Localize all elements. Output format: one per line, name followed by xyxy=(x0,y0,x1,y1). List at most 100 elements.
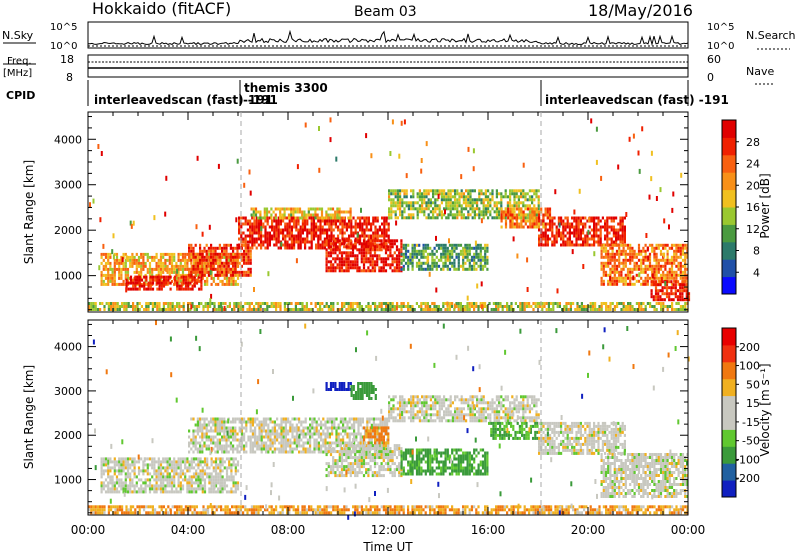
range-gate-cell xyxy=(513,225,516,229)
range-gate-cell xyxy=(264,234,267,238)
range-gate-cell xyxy=(317,240,320,244)
range-gate-cell xyxy=(199,426,202,430)
range-gate-cell xyxy=(462,264,465,268)
range-gate-cell xyxy=(384,242,388,246)
range-gate-cell xyxy=(582,237,585,241)
range-gate-cell xyxy=(265,210,269,214)
range-gate-cell xyxy=(115,267,119,271)
range-gate-cell xyxy=(196,423,199,427)
range-gate-cell xyxy=(247,243,250,247)
range-gate-cell xyxy=(180,287,183,291)
range-gate-cell xyxy=(584,222,587,226)
range-gate-cell xyxy=(221,481,224,485)
range-gate-cell xyxy=(242,240,245,244)
range-gate-cell xyxy=(261,302,264,305)
range-gate-cell xyxy=(622,276,625,280)
range-gate-cell xyxy=(208,472,211,476)
range-gate-cell xyxy=(349,308,352,311)
range-gate-cell xyxy=(201,466,204,470)
range-gate-cell xyxy=(325,251,328,255)
range-gate-cell xyxy=(157,273,160,277)
range-gate-cell xyxy=(411,252,414,256)
range-gate-cell xyxy=(564,240,567,244)
range-gate-cell xyxy=(100,261,103,265)
range-gate-cell xyxy=(334,248,337,252)
range-gate-cell xyxy=(599,228,602,232)
range-gate-cell xyxy=(651,264,654,268)
range-gate-cell xyxy=(454,207,457,211)
range-gate-cell xyxy=(615,258,619,262)
range-gate-cell xyxy=(568,240,571,244)
range-gate-cell xyxy=(666,308,669,311)
range-gate-cell xyxy=(170,475,174,479)
range-gate-cell xyxy=(173,252,176,256)
range-gate-cell xyxy=(219,457,222,461)
range-gate-cell xyxy=(323,216,326,220)
range-gate-cell xyxy=(194,273,197,277)
range-gate-cell xyxy=(553,240,556,244)
range-gate-cell xyxy=(569,305,572,308)
range-gate-cell xyxy=(170,490,174,494)
range-gate-cell xyxy=(456,198,459,202)
range-gate-cell xyxy=(504,189,507,193)
range-gate-cell xyxy=(175,490,178,494)
range-gate-cell xyxy=(495,213,498,217)
range-gate-cell xyxy=(206,282,209,286)
range-gate-cell xyxy=(240,243,243,247)
range-gate-cell xyxy=(665,295,669,299)
range-gate-cell xyxy=(146,252,149,256)
range-gate-cell xyxy=(458,213,461,217)
range-gate-cell xyxy=(359,225,362,229)
range-gate-cell xyxy=(310,308,313,311)
range-gate-cell xyxy=(612,240,615,244)
range-gate-cell xyxy=(243,252,246,256)
range-gate-cell xyxy=(451,264,454,268)
range-gate-cell xyxy=(579,234,582,238)
range-gate-cell xyxy=(378,305,381,308)
range-gate-cell xyxy=(391,269,394,273)
range-gate-cell xyxy=(662,243,665,247)
range-gate-cell xyxy=(413,308,416,311)
range-gate-cell xyxy=(155,478,158,482)
range-gate-cell xyxy=(220,302,223,305)
range-gate-cell xyxy=(250,302,253,305)
range-gate-cell xyxy=(320,210,324,214)
range-gate-cell xyxy=(257,225,260,229)
range-gate-cell xyxy=(301,222,304,226)
range-gate-cell xyxy=(135,267,138,271)
range-gate-cell xyxy=(125,284,128,288)
range-gate-cell xyxy=(133,472,136,476)
range-gate-cell xyxy=(407,305,410,308)
range-gate-cell xyxy=(144,487,147,491)
range-gate-cell xyxy=(191,284,194,288)
range-gate-cell xyxy=(376,305,379,308)
range-gate-cell xyxy=(218,270,221,274)
range-gate-cell xyxy=(394,210,397,214)
range-gate-cell xyxy=(338,260,341,264)
range-gate-cell xyxy=(385,305,388,308)
range-gate-cell xyxy=(279,213,282,217)
range-gate-cell xyxy=(284,237,287,241)
range-gate-cell xyxy=(90,305,93,308)
range-gate-cell xyxy=(529,225,532,229)
range-gate-cell xyxy=(334,269,337,273)
range-gate-cell xyxy=(253,237,256,241)
range-gate-cell xyxy=(217,302,220,305)
range-gate-cell xyxy=(89,202,91,208)
range-gate-cell xyxy=(304,122,307,128)
range-gate-cell xyxy=(340,242,344,246)
range-gate-cell xyxy=(389,239,392,243)
range-gate-cell xyxy=(115,460,119,464)
range-gate-cell xyxy=(244,222,247,226)
range-gate-cell xyxy=(507,216,510,220)
range-gate-cell xyxy=(234,487,237,491)
range-gate-cell xyxy=(232,261,235,265)
range-gate-cell xyxy=(420,249,423,253)
range-gate-cell xyxy=(372,237,375,241)
range-gate-cell xyxy=(199,273,202,277)
range-gate-cell xyxy=(393,242,396,246)
range-gate-cell xyxy=(568,228,571,232)
range-gate-cell xyxy=(126,466,130,470)
range-gate-cell xyxy=(626,258,630,262)
range-gate-cell xyxy=(292,210,295,214)
